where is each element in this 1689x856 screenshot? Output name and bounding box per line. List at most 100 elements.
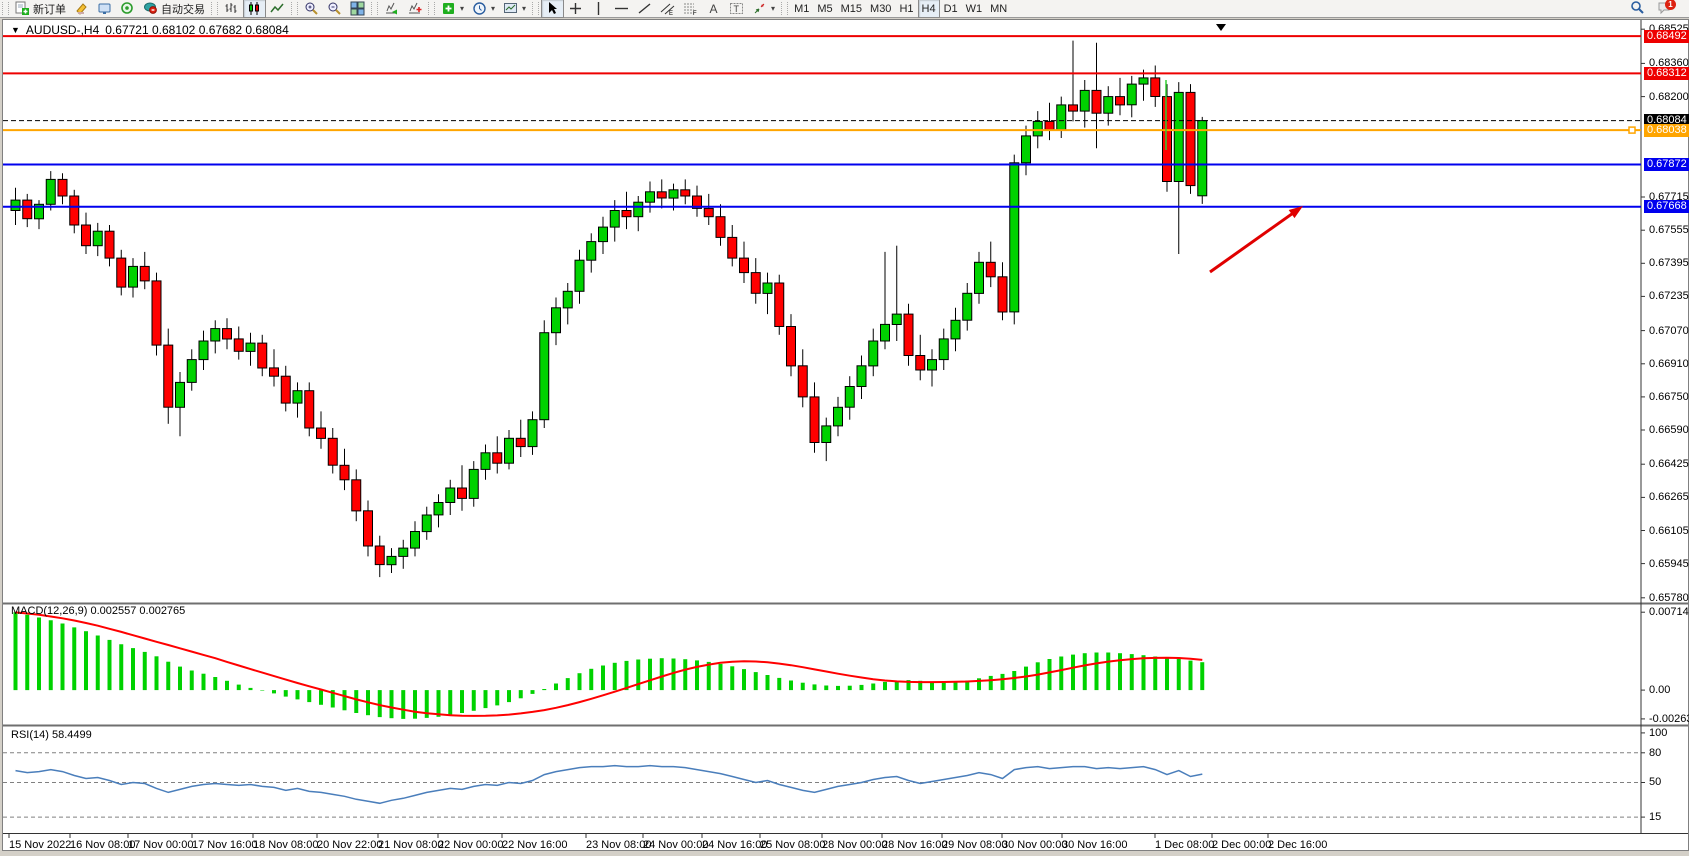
candle — [727, 225, 738, 267]
timeframe-mn[interactable]: MN — [986, 0, 1011, 18]
macd-signal-line — [15, 611, 1203, 717]
arrows-tool-button[interactable]: ▾ — [748, 0, 779, 18]
autotrading-button[interactable]: 自动交易 — [139, 0, 209, 18]
dropdown-arrow-icon[interactable]: ▾ — [522, 4, 527, 13]
candle — [374, 535, 385, 578]
candle — [621, 191, 632, 230]
vertical-line-tool-button[interactable] — [587, 0, 610, 18]
fibonacci-tool-button[interactable]: F — [679, 0, 702, 18]
candle — [386, 548, 397, 573]
chat-notification-badge: 1 — [1665, 0, 1676, 10]
templates-button[interactable]: ▾ — [499, 0, 530, 18]
search-icon[interactable] — [1630, 0, 1645, 18]
rsi-tick-label: 80 — [1649, 746, 1662, 759]
candle — [844, 376, 855, 420]
candle — [304, 382, 315, 437]
data-window-button[interactable] — [116, 0, 139, 18]
candle — [151, 272, 162, 356]
timeframe-m15[interactable]: M15 — [837, 0, 866, 18]
text-tool-button[interactable]: A — [702, 0, 725, 18]
timeframe-d1-label: D1 — [943, 2, 958, 15]
candle — [927, 349, 937, 387]
candle — [515, 419, 526, 457]
timeframe-h1[interactable]: H1 — [895, 0, 917, 18]
candle — [57, 173, 68, 205]
candle — [257, 334, 268, 377]
candle — [1009, 154, 1020, 325]
candle — [1138, 69, 1149, 101]
timeframe-m1[interactable]: M1 — [790, 0, 813, 18]
price-tick-label: 0.66750 — [1649, 390, 1689, 403]
data-window-icon — [120, 1, 135, 16]
toolbar-group-grip — [2, 2, 9, 15]
price-tick-label: 0.67235 — [1649, 290, 1689, 303]
timeframe-m5[interactable]: M5 — [813, 0, 836, 18]
time-scale[interactable]: 15 Nov 2022 16 Nov 08:00 17 Nov 00:00 17 No… — [5, 835, 1643, 852]
candle — [504, 430, 514, 470]
zoom-in-icon — [304, 1, 319, 16]
timeframe-mn-label: MN — [990, 2, 1008, 15]
time-axis-label: 1 Dec 08:00 — [1155, 839, 1215, 851]
trendline-tool-button[interactable] — [633, 0, 656, 18]
indicators-button[interactable]: ▾ — [437, 0, 468, 18]
macd-tick-label: 0.007143 — [1649, 606, 1689, 619]
cursor-icon — [545, 1, 560, 16]
dropdown-arrow-icon[interactable]: ▾ — [460, 4, 465, 13]
horizontal-line-tool-button[interactable] — [610, 0, 633, 18]
timeframe-h4[interactable]: H4 — [917, 0, 940, 18]
hline-selection-handle[interactable] — [1628, 126, 1636, 134]
time-axis-label: 20 Nov 22:00 — [317, 839, 383, 851]
candle — [316, 411, 326, 449]
channel-tool-button[interactable]: E — [656, 0, 679, 18]
candle — [809, 382, 820, 453]
zoom-out-button[interactable] — [323, 0, 346, 18]
dropdown-arrow-icon[interactable]: ▾ — [491, 4, 496, 13]
time-axis-label: 24 Nov 16:00 — [702, 839, 768, 851]
time-axis-label: 22 Nov 16:00 — [502, 839, 568, 851]
new-order-button[interactable]: 新订单 — [11, 0, 70, 18]
metaeditor-button[interactable] — [70, 0, 93, 18]
time-axis-label: 30 Nov 16:00 — [1062, 839, 1128, 851]
line-chart-button[interactable] — [266, 0, 289, 18]
timeframe-w1[interactable]: W1 — [962, 0, 987, 18]
zoom-in-button[interactable] — [300, 0, 323, 18]
channel-icon: E — [660, 1, 675, 16]
macd-tick-label: 0.00 — [1649, 684, 1671, 697]
terminal-button[interactable] — [93, 0, 116, 18]
candle — [433, 494, 444, 528]
timeframe-m30[interactable]: M30 — [866, 0, 895, 18]
candle — [633, 196, 644, 232]
candle — [574, 249, 585, 304]
chart-shift-marker[interactable] — [1216, 24, 1226, 31]
candle — [750, 258, 761, 304]
crosshair-tool-button[interactable] — [564, 0, 587, 18]
text-a-icon: A — [706, 1, 721, 16]
candle — [1021, 125, 1031, 176]
chart-shift-button[interactable] — [403, 0, 426, 18]
periods-button[interactable]: ▾ — [468, 0, 499, 18]
label-tool-button[interactable]: T — [725, 0, 748, 18]
candlestick-chart-button[interactable] — [243, 0, 266, 18]
chart-client-area[interactable]: ▼ AUDUSD-,H4 0.67721 0.68102 0.67682 0.6… — [2, 19, 1689, 851]
red-arrow-object[interactable] — [1209, 206, 1303, 274]
bar-chart-icon — [224, 1, 239, 16]
cursor-tool-button[interactable] — [541, 0, 565, 18]
toolbar-group-grip — [371, 2, 378, 15]
auto-scroll-button[interactable] — [380, 0, 403, 18]
candle — [327, 428, 338, 474]
tile-windows-button[interactable] — [346, 0, 369, 18]
toolbar-group-grip — [781, 2, 789, 15]
chart-title-dropdown-icon[interactable]: ▼ — [11, 25, 20, 35]
vline-icon — [591, 1, 606, 16]
candle — [34, 200, 44, 230]
dropdown-arrow-icon[interactable]: ▾ — [771, 4, 776, 13]
bar-chart-button[interactable] — [220, 0, 243, 18]
timeframe-d1[interactable]: D1 — [940, 0, 962, 18]
autotrading-button-label: 自动交易 — [161, 3, 205, 16]
candle — [833, 396, 843, 437]
timeframe-m15-label: M15 — [840, 2, 863, 15]
candle — [1044, 102, 1055, 141]
candle — [128, 258, 138, 298]
candle — [339, 448, 350, 491]
chart-canvas[interactable] — [3, 20, 1688, 850]
